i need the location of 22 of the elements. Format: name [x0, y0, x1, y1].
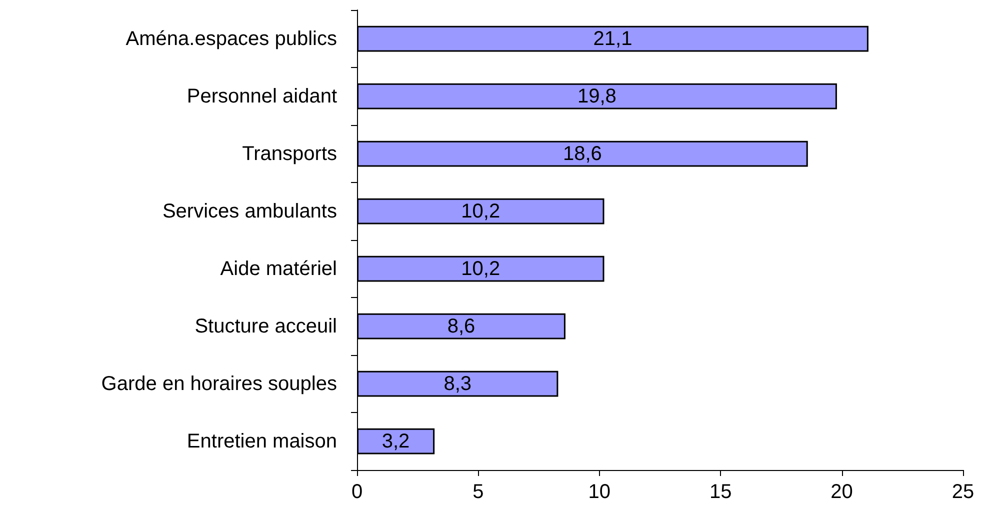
data-label: 8,6	[447, 315, 476, 338]
y-tick-label: Services ambulants	[162, 200, 337, 222]
data-label: 10,2	[461, 200, 500, 222]
y-tick-label: Stucture acceuil	[194, 315, 337, 338]
y-tick-label: Aide matériel	[220, 258, 337, 280]
x-tick-label: 15	[709, 481, 732, 503]
y-tick-label: Personnel aidant	[186, 85, 338, 108]
data-label: 19,8	[578, 85, 616, 108]
data-label: 8,3	[444, 372, 472, 395]
x-tick-label: 0	[351, 481, 363, 503]
x-tick-label: 5	[472, 481, 484, 503]
x-tick-label: 20	[830, 481, 853, 503]
x-tick-label: 10	[588, 481, 611, 503]
data-label: 3,2	[382, 430, 410, 452]
y-tick-label: Aména.espaces publics	[126, 28, 337, 50]
data-label: 18,6	[562, 142, 602, 165]
y-tick-label: Entretien maison	[186, 430, 337, 452]
y-tick-label: Garde en horaires souples	[101, 372, 337, 395]
x-tick-label: 25	[952, 481, 974, 503]
data-label: 21,1	[593, 28, 632, 50]
y-tick-label: Transports	[242, 142, 337, 165]
data-label: 10,2	[461, 258, 500, 280]
